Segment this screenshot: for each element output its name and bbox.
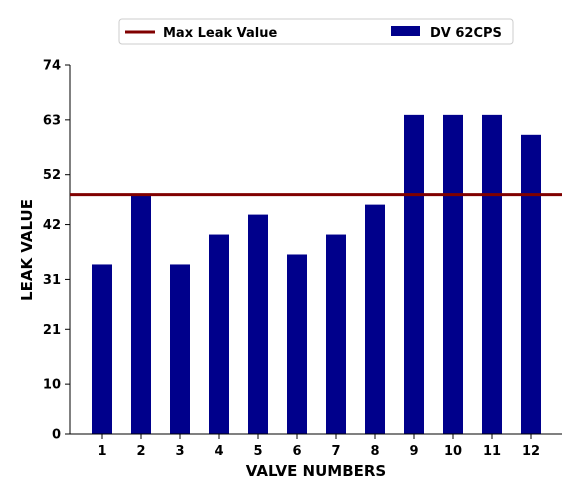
y-tick-label: 74	[43, 59, 61, 74]
bar	[482, 114, 502, 434]
bar	[170, 264, 190, 434]
bar	[131, 194, 151, 434]
legend-bar-swatch	[391, 26, 420, 36]
y-tick-label: 52	[43, 168, 61, 183]
y-tick-label: 31	[43, 273, 61, 288]
x-tick-label: 5	[253, 444, 262, 459]
y-axis-title: LEAK VALUE	[18, 199, 36, 301]
y-tick-label: 63	[43, 113, 61, 128]
bar	[92, 264, 112, 434]
bar	[443, 114, 463, 434]
y-tick-label: 42	[43, 218, 61, 233]
x-tick-label: 1	[97, 444, 106, 459]
x-tick-label: 8	[370, 444, 379, 459]
x-tick-label: 2	[136, 444, 145, 459]
legend-label-series: DV 62CPS	[430, 26, 502, 41]
bar	[287, 254, 307, 434]
legend-box	[118, 18, 514, 45]
x-tick-label: 7	[331, 444, 340, 459]
bar	[248, 214, 268, 434]
bar	[365, 204, 385, 434]
y-tick-label: 10	[43, 378, 61, 393]
bar	[521, 134, 541, 435]
x-tick-label: 11	[483, 444, 501, 459]
x-axis-title: VALVE NUMBERS	[246, 462, 386, 480]
x-tick-label: 4	[214, 444, 223, 459]
bar	[209, 234, 229, 434]
x-tick-label: 9	[409, 444, 418, 459]
y-tick-label: 21	[43, 323, 61, 338]
x-tick-label: 3	[175, 444, 184, 459]
y-tick-label: 0	[52, 428, 61, 443]
x-tick-label: 6	[292, 444, 301, 459]
bar	[404, 114, 424, 434]
bar	[326, 234, 346, 434]
x-tick-label: 10	[444, 444, 462, 459]
legend-label-max-leak: Max Leak Value	[163, 26, 277, 41]
x-tick-label: 12	[522, 444, 540, 459]
legend: Max Leak Value DV 62CPS	[118, 18, 514, 45]
